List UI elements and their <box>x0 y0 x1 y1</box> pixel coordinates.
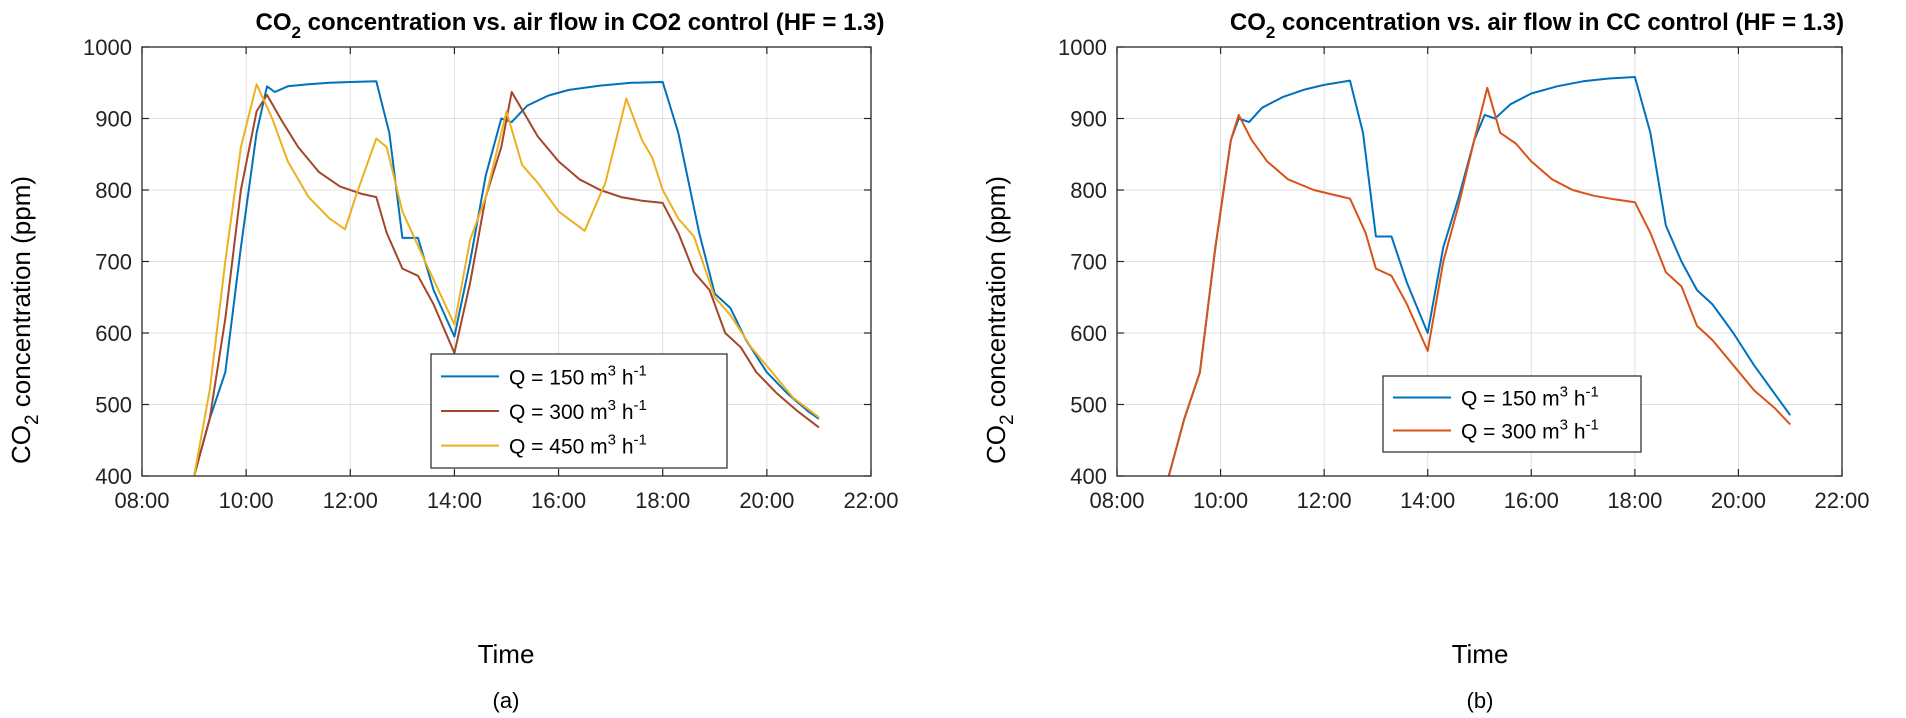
legend-b: Q = 150 m3 h-1 Q = 300 m3 h-1 <box>1382 375 1642 453</box>
chart-panel-a: CO2 concentration vs. air flow in CO2 co… <box>6 9 899 713</box>
legend-label-a-3: Q = 450 m3 h-1 <box>509 432 647 459</box>
panel-caption-b: (b) <box>1467 688 1494 713</box>
x-tick-label-a: 16:00 <box>531 488 586 513</box>
x-tick-label-b: 08:00 <box>1089 488 1144 513</box>
legend-a: Q = 150 m3 h-1 Q = 300 m3 h-1 Q = 450 m3 h… <box>430 353 728 469</box>
y-tick-label-b: 400 <box>1070 464 1107 489</box>
series-line-b-2 <box>1167 86 1791 477</box>
x-tick-label-b: 14:00 <box>1400 488 1455 513</box>
y-axis-label-a: CO2 concentration (ppm) <box>6 176 43 464</box>
y-tick-label-a: 700 <box>95 250 132 275</box>
y-tick-label-b: 900 <box>1070 107 1107 132</box>
series-line-b-1 <box>1167 76 1792 477</box>
x-tick-label-a: 22:00 <box>843 488 898 513</box>
legend-box-b <box>1382 375 1642 453</box>
y-tick-label-a: 400 <box>95 464 132 489</box>
y-tick-label-a: 1000 <box>83 35 132 60</box>
chart-title-b: CO2 concentration vs. air flow in CC con… <box>1230 9 1844 42</box>
x-tick-label-a: 10:00 <box>219 488 274 513</box>
chart-panel-b: CO2 concentration vs. air flow in CC con… <box>981 9 1870 713</box>
x-tick-label-b: 18:00 <box>1607 488 1662 513</box>
legend-label-b-1: Q = 150 m3 h-1 <box>1461 384 1599 411</box>
legend-label-b-2: Q = 300 m3 h-1 <box>1461 417 1599 444</box>
x-tick-label-b: 22:00 <box>1814 488 1869 513</box>
x-axis-label-a: Time <box>478 639 535 669</box>
x-tick-label-a: 08:00 <box>114 488 169 513</box>
x-tick-label-b: 16:00 <box>1504 488 1559 513</box>
y-tick-label-b: 700 <box>1070 250 1107 275</box>
y-tick-label-a: 500 <box>95 393 132 418</box>
y-tick-label-b: 800 <box>1070 178 1107 203</box>
legend-label-a-2: Q = 300 m3 h-1 <box>509 397 647 424</box>
chart-title-a: CO2 concentration vs. air flow in CO2 co… <box>256 9 885 42</box>
x-axis-label-b: Time <box>1452 639 1509 669</box>
x-tick-label-a: 18:00 <box>635 488 690 513</box>
x-tick-label-b: 20:00 <box>1711 488 1766 513</box>
x-tick-label-b: 12:00 <box>1297 488 1352 513</box>
x-tick-label-a: 20:00 <box>739 488 794 513</box>
x-tick-label-b: 10:00 <box>1193 488 1248 513</box>
x-tick-label-a: 14:00 <box>427 488 482 513</box>
series-line-a-2 <box>193 91 820 477</box>
panel-caption-a: (a) <box>493 688 520 713</box>
y-tick-label-b: 600 <box>1070 321 1107 346</box>
series-line-a-3 <box>193 83 820 477</box>
y-tick-label-b: 500 <box>1070 393 1107 418</box>
y-tick-label-a: 900 <box>95 107 132 132</box>
y-tick-label-b: 1000 <box>1058 35 1107 60</box>
legend-label-a-1: Q = 150 m3 h-1 <box>509 362 647 389</box>
y-tick-label-a: 600 <box>95 321 132 346</box>
x-tick-label-a: 12:00 <box>323 488 378 513</box>
y-tick-label-a: 800 <box>95 178 132 203</box>
y-axis-label-b: CO2 concentration (ppm) <box>981 176 1018 464</box>
